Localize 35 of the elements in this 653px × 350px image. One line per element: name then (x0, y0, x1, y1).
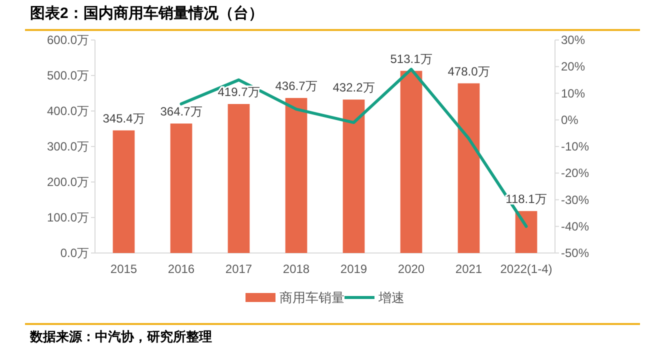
y2tick: 30% (561, 33, 586, 47)
y2tick: 20% (561, 60, 586, 74)
ytick: 500.0万 (46, 68, 89, 82)
y2tick: -20% (561, 166, 590, 180)
legend-label: 增速 (378, 290, 404, 305)
xtick: 2016 (168, 262, 195, 276)
data-label: 419.7万 (218, 85, 260, 99)
ytick: 300.0万 (46, 140, 89, 154)
xtick: 2021 (455, 262, 482, 276)
y2tick: -50% (561, 246, 590, 260)
legend-label: 商用车销量 (280, 290, 344, 305)
xtick: 2022(1-4) (500, 262, 552, 276)
y2tick: -30% (561, 192, 590, 207)
ytick: 400.0万 (46, 104, 89, 118)
xtick: 2015 (110, 262, 138, 276)
xtick: 2017 (225, 262, 252, 276)
ytick: 0.0万 (60, 246, 89, 260)
xtick: 2018 (282, 262, 310, 276)
data-label: 513.1万 (390, 52, 432, 66)
data-label: 432.2万 (332, 80, 375, 95)
xtick: 2020 (398, 262, 425, 276)
ytick: 600.0万 (46, 33, 89, 47)
xtick: 2019 (340, 262, 368, 276)
data-label: 478.0万 (448, 64, 490, 78)
y2tick: 10% (561, 86, 586, 100)
data-label: 436.7万 (275, 78, 318, 93)
data-label: 364.7万 (160, 104, 202, 119)
y2tick: -10% (561, 140, 590, 154)
y2tick: 0% (561, 112, 578, 127)
title: 图表2：国内商用车销量情况（台） (30, 5, 264, 22)
data-label: 345.4万 (102, 111, 145, 126)
ytick: 100.0万 (46, 210, 89, 224)
y2tick: -40% (561, 219, 590, 234)
annotation: 数据来源：中汽协，研究所整理 (30, 329, 212, 344)
ytick: 200.0万 (46, 175, 89, 189)
